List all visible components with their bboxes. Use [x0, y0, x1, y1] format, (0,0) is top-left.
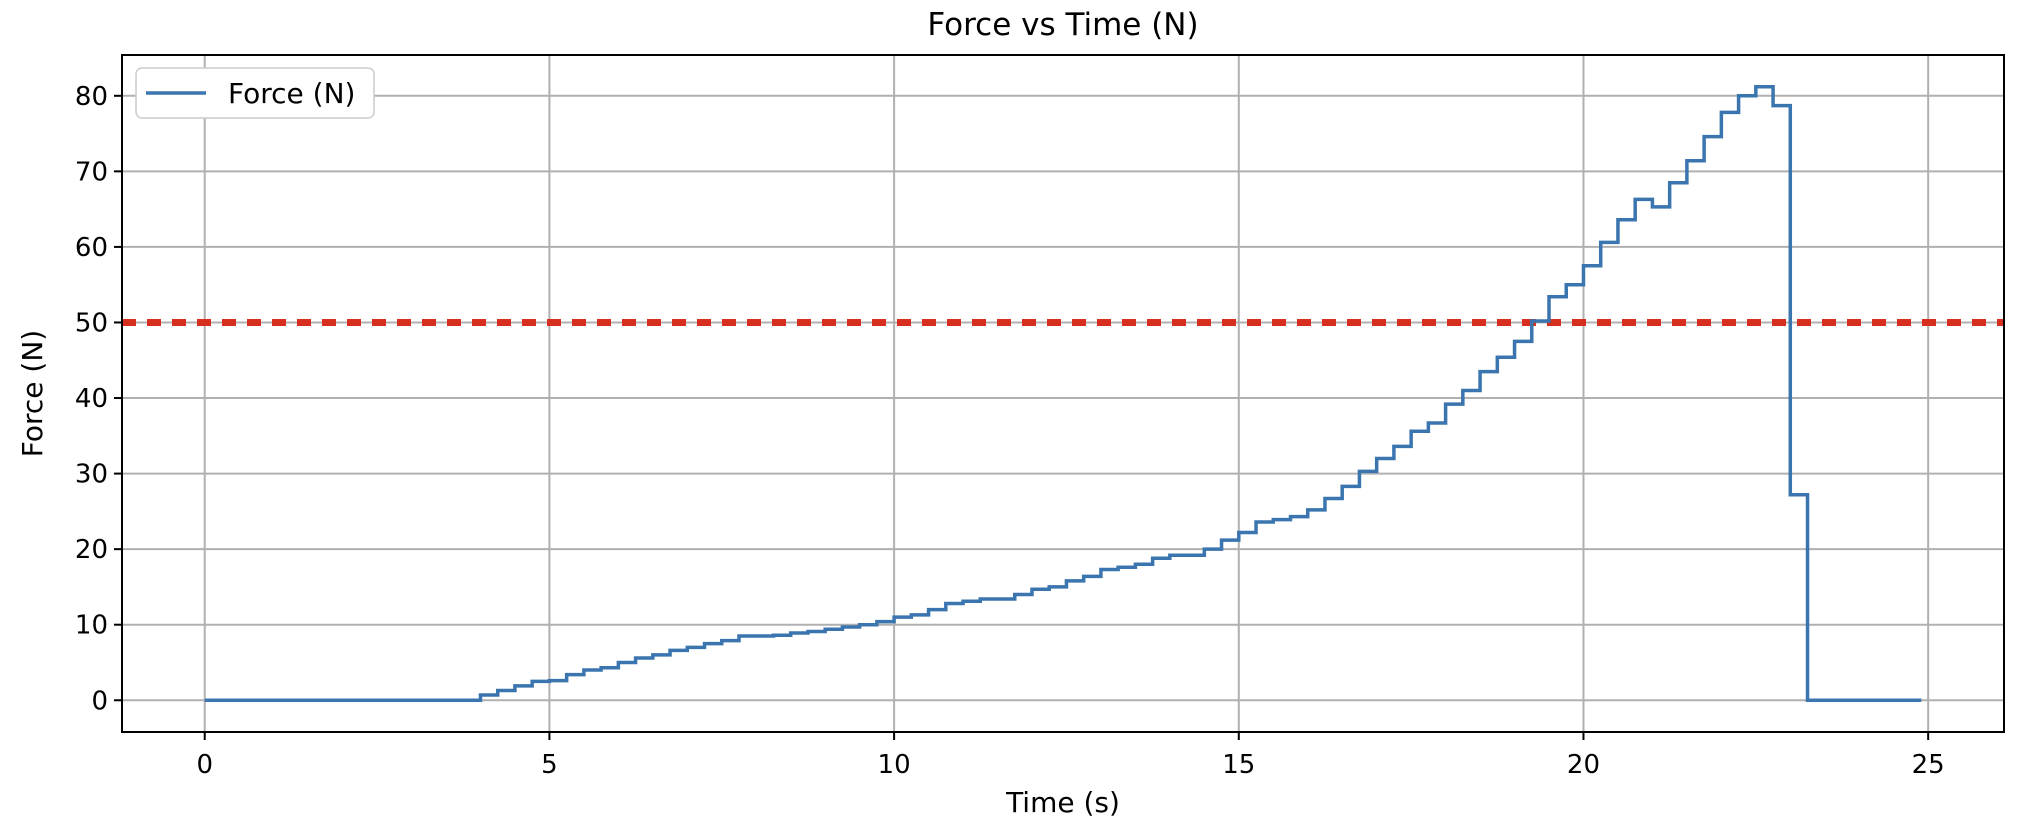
series-layer — [205, 87, 1922, 701]
y-tick-label: 0 — [91, 686, 108, 716]
y-tick-label: 10 — [75, 611, 108, 641]
plot-frame — [122, 55, 2004, 732]
x-tick-label: 15 — [1222, 750, 1255, 780]
x-tick-label: 5 — [541, 750, 558, 780]
chart-title: Force vs Time (N) — [927, 7, 1198, 43]
y-tick-label: 40 — [75, 384, 108, 414]
x-axis-label: Time (s) — [1005, 786, 1120, 819]
y-tick-label: 70 — [75, 157, 108, 187]
series-line-force — [205, 87, 1922, 701]
axis-ticks: 0 5 10 15 20 25 0 10 20 30 40 50 60 70 80 — [75, 82, 1945, 780]
x-tick-label: 0 — [196, 750, 213, 780]
y-tick-label: 50 — [75, 308, 108, 338]
y-tick-label: 60 — [75, 233, 108, 263]
legend-entry-force: Force (N) — [228, 77, 355, 110]
y-tick-label: 30 — [75, 460, 108, 490]
grid — [122, 55, 2004, 732]
y-tick-label: 20 — [75, 535, 108, 565]
x-tick-label: 20 — [1567, 750, 1600, 780]
legend: Force (N) — [136, 68, 374, 118]
x-tick-label: 25 — [1912, 750, 1945, 780]
y-axis-label: Force (N) — [16, 330, 49, 457]
x-tick-label: 10 — [878, 750, 911, 780]
y-tick-label: 80 — [75, 82, 108, 112]
